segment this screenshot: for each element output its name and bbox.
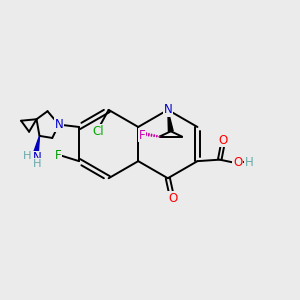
Text: F: F [139,129,146,142]
Text: O: O [168,192,178,205]
Text: H: H [244,155,253,169]
Text: N: N [164,103,172,116]
Text: N: N [55,118,64,131]
Polygon shape [168,110,173,132]
Polygon shape [34,136,40,154]
Text: F: F [55,149,61,162]
Text: H: H [32,158,41,169]
Text: Cl: Cl [92,125,104,138]
Text: O: O [233,156,242,169]
Text: N: N [32,152,41,164]
Text: O: O [219,134,228,146]
Text: H: H [23,151,32,161]
